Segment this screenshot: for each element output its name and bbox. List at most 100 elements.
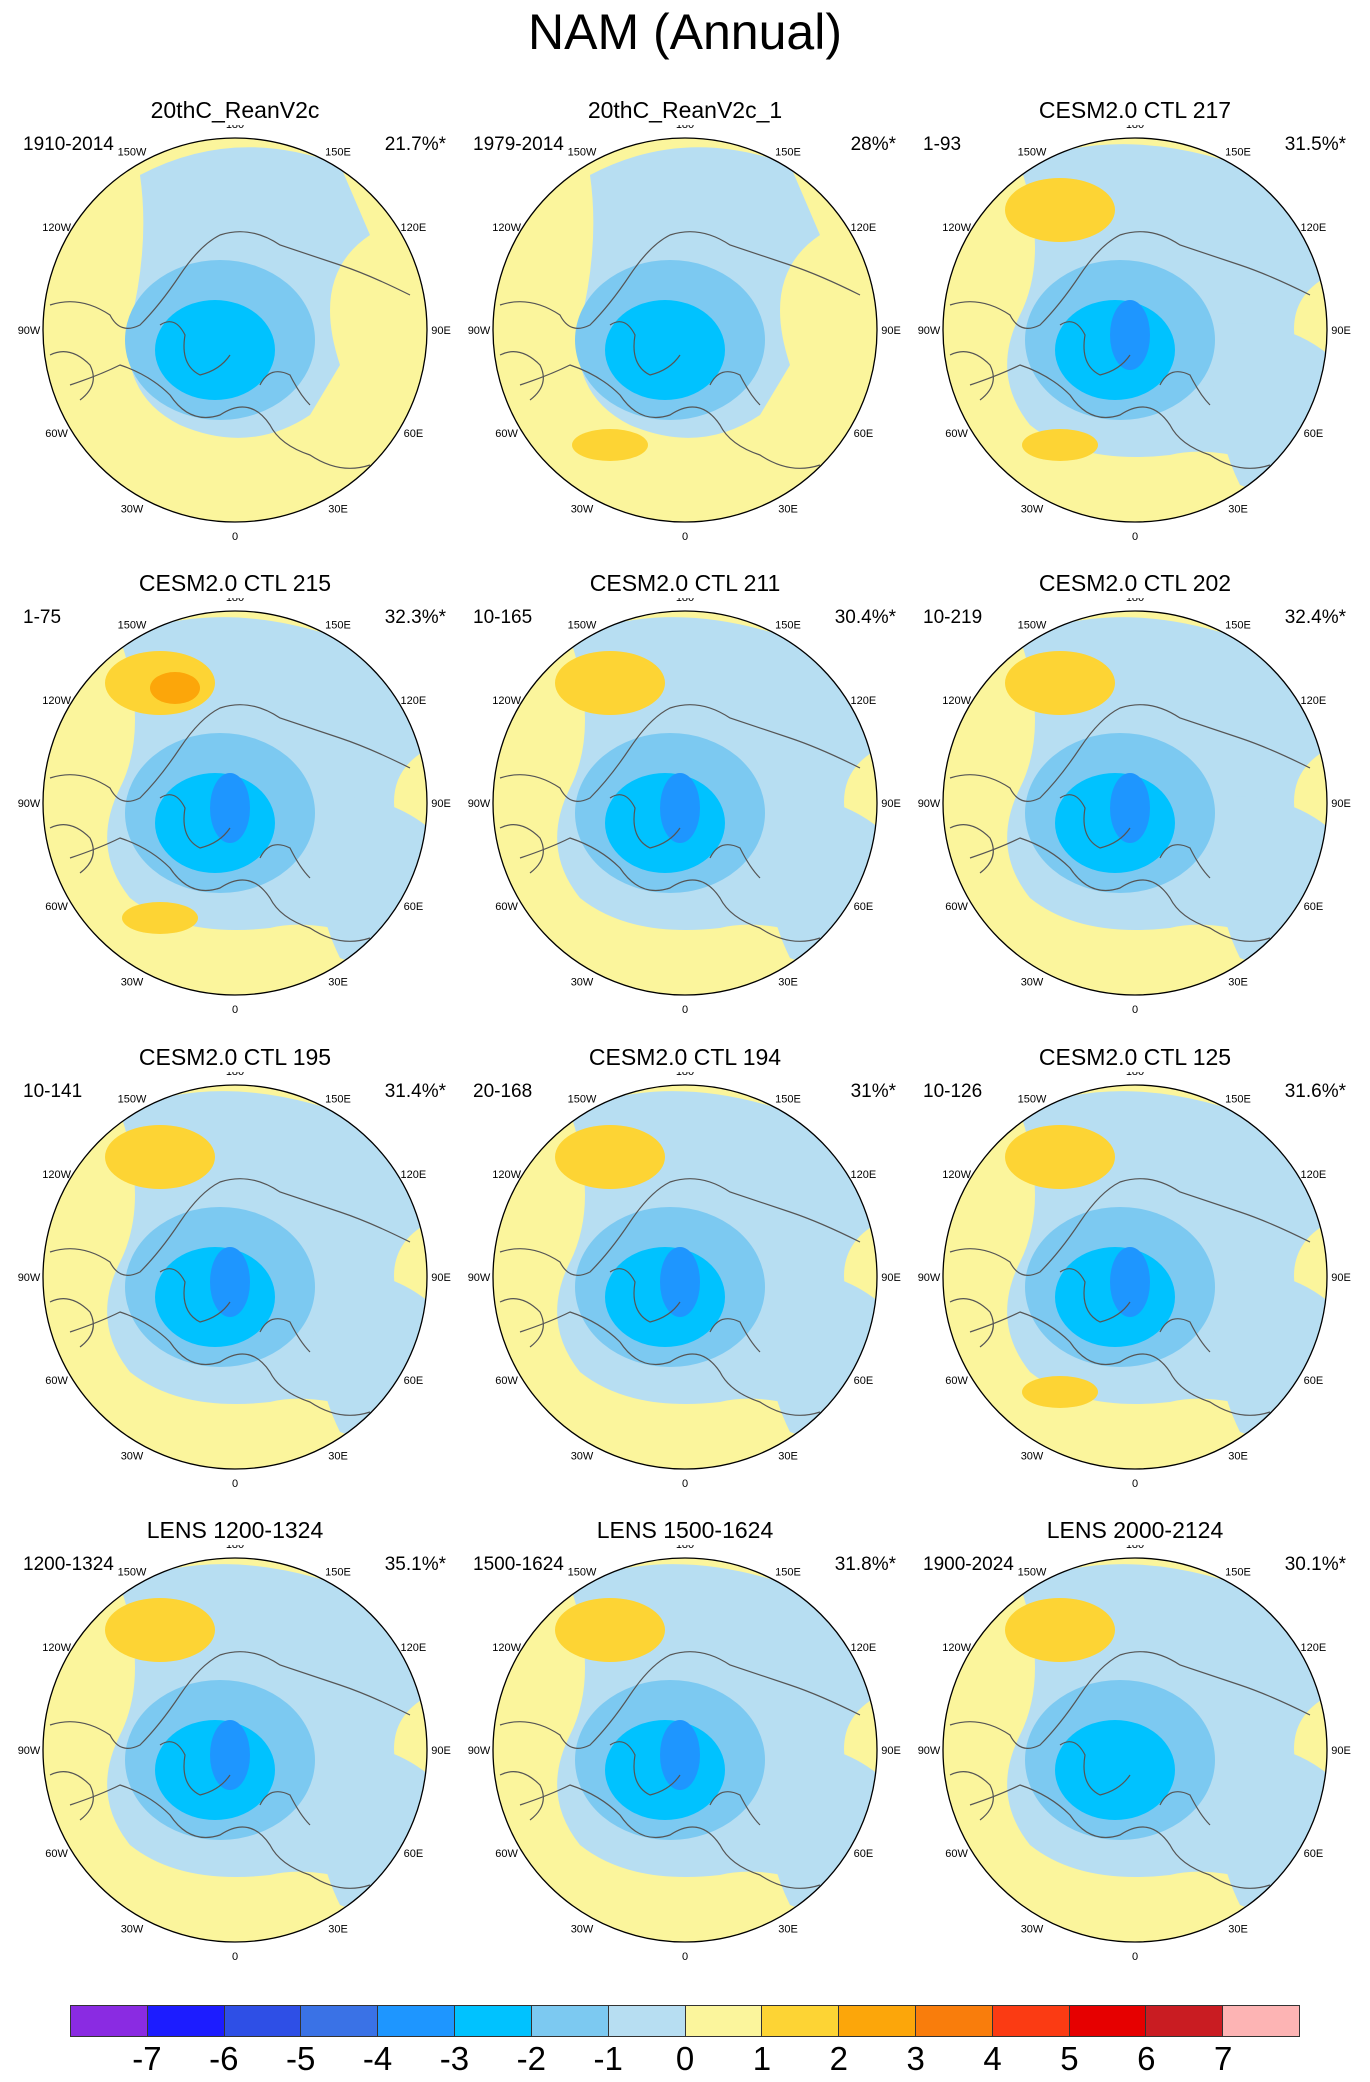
longitude-label: 60E (404, 1375, 424, 1387)
longitude-label: 150E (1225, 1094, 1251, 1106)
longitude-label: 0 (682, 1951, 688, 1963)
colorbar-label: -5 (285, 2040, 316, 2077)
contour-field (43, 611, 427, 995)
coastlines (949, 704, 1311, 942)
coastline-segment (159, 321, 231, 376)
panel-title: LENS 2000-2124 (1046, 1517, 1224, 1543)
longitude-label: 30E (778, 503, 798, 515)
coastline-segment (499, 824, 544, 874)
longitude-label: 30W (571, 976, 594, 988)
longitude-label: 120E (851, 222, 877, 234)
contour-field (43, 138, 427, 522)
coastline-segment (519, 837, 821, 942)
panel-period: 1500-1624 (473, 1554, 564, 1575)
map-panel: LENS 1500-1624 1500-1624 31.8%* 180 150E 120E… (460, 1515, 910, 1990)
longitude-label: 30W (1021, 1923, 1044, 1935)
coastline-segment (499, 1298, 544, 1348)
panel-title: 20thC_ReanV2c_1 (587, 97, 783, 123)
contour-neg-4 (1110, 1247, 1150, 1317)
longitude-label: 90E (881, 798, 901, 810)
polar-map: 180 150E 120E 90E 60E 30E 0 30W 60W 90W 120W 150W (18, 125, 451, 543)
contour-neg-4 (1110, 773, 1150, 843)
coastline-segment (499, 1178, 861, 1276)
longitude-label: 30W (121, 1450, 144, 1462)
longitude-label: 120E (1301, 222, 1327, 234)
colorbar-swatch (685, 2006, 763, 2036)
map-panel: CESM2.0 CTL 217 1-93 31.5%* 180 150E 120E 90E 6… (910, 95, 1360, 570)
coastline-segment (49, 1298, 94, 1348)
colorbar-label: 4 (983, 2040, 1002, 2077)
colorbar-swatch (224, 2006, 302, 2036)
panel-variance: 28%* (850, 134, 896, 155)
map-frame (492, 1557, 878, 1943)
panel-period: 1979-2014 (473, 134, 564, 155)
longitude-label: 0 (1132, 531, 1138, 543)
longitude-label: 90W (468, 1272, 491, 1284)
colorbar-swatch (1146, 2006, 1224, 2036)
panel-title: 20thC_ReanV2c (150, 97, 320, 123)
contour-pos-2 (105, 1125, 215, 1189)
longitude-label: 120W (42, 695, 71, 707)
longitude-label: 120W (942, 1642, 971, 1654)
longitude-label: 120E (851, 1169, 877, 1181)
coastline-segment (69, 1784, 371, 1889)
longitude-label: 0 (232, 1478, 238, 1490)
map-frame (42, 137, 428, 523)
contour-pos-2 (1005, 1125, 1115, 1189)
coastline-segment (49, 1651, 411, 1749)
longitude-label: 120E (851, 695, 877, 707)
colorbar-swatch (1069, 2006, 1147, 2036)
longitude-label: 90W (918, 1745, 941, 1757)
colorbar-label: -7 (132, 2040, 162, 2077)
colorbar-label: 5 (1060, 2040, 1079, 2077)
longitude-label: 60W (45, 1848, 68, 1860)
coastline-segment (159, 1741, 231, 1796)
coastline-segment (709, 844, 761, 879)
map-panel: CESM2.0 CTL 215 1-75 32.3%* 180 150E 120E 90E 6… (10, 568, 460, 1043)
coastlines (49, 231, 411, 469)
longitude-label: 120E (1301, 695, 1327, 707)
colorbar-label: -3 (439, 2040, 470, 2077)
polar-map: 180 150E 120E 90E 60E 30E 0 30W 60W 90W 120W 150W (468, 598, 901, 1016)
polar-map: 180 150E 120E 90E 60E 30E 0 30W 60W 90W 120W 150W (918, 598, 1351, 1016)
longitude-label: 120W (942, 222, 971, 234)
longitude-label: 0 (232, 1951, 238, 1963)
contour-field (943, 1558, 1327, 1942)
longitude-label: 30E (778, 1450, 798, 1462)
longitude-label: 30W (121, 976, 144, 988)
map-frame (42, 1084, 428, 1470)
panel-title: CESM2.0 CTL 195 (138, 1044, 332, 1070)
colorbar-swatch (915, 2006, 993, 2036)
contour-pos-3 (150, 672, 200, 704)
panel-period: 10-165 (473, 607, 533, 628)
polar-map: 180 150E 120E 90E 60E 30E 0 30W 60W 90W 120W 150W (918, 125, 1351, 543)
coastline-segment (49, 1771, 94, 1821)
coastlines (499, 1651, 861, 1889)
contour-neg-4 (660, 1247, 700, 1317)
coastline-segment (609, 1741, 681, 1796)
longitude-label: 90W (18, 325, 41, 337)
coastline-segment (609, 321, 681, 376)
map-frame (942, 137, 1328, 523)
coastlines (499, 704, 861, 942)
longitude-label: 120E (1301, 1642, 1327, 1654)
longitude-label: 120W (492, 1169, 521, 1181)
longitude-label: 60W (495, 1848, 518, 1860)
contour-pos-2 (1005, 178, 1115, 242)
longitude-label: 90W (18, 798, 41, 810)
longitude-label: 60E (854, 1848, 874, 1860)
colorbar-label: -1 (593, 2040, 623, 2077)
coastline-segment (519, 364, 821, 469)
contour-neg-4 (1110, 300, 1150, 370)
longitude-label: 0 (682, 1478, 688, 1490)
longitude-label: 120E (401, 222, 427, 234)
coastline-segment (259, 371, 311, 406)
coastline-segment (159, 1268, 231, 1323)
coastline-segment (499, 351, 544, 401)
panel-period: 20-168 (473, 1081, 533, 1102)
coastline-segment (1059, 1268, 1131, 1323)
colorbar-swatch (301, 2006, 379, 2036)
longitude-label: 120E (401, 1642, 427, 1654)
longitude-label: 30W (571, 1450, 594, 1462)
map-frame (492, 610, 878, 996)
